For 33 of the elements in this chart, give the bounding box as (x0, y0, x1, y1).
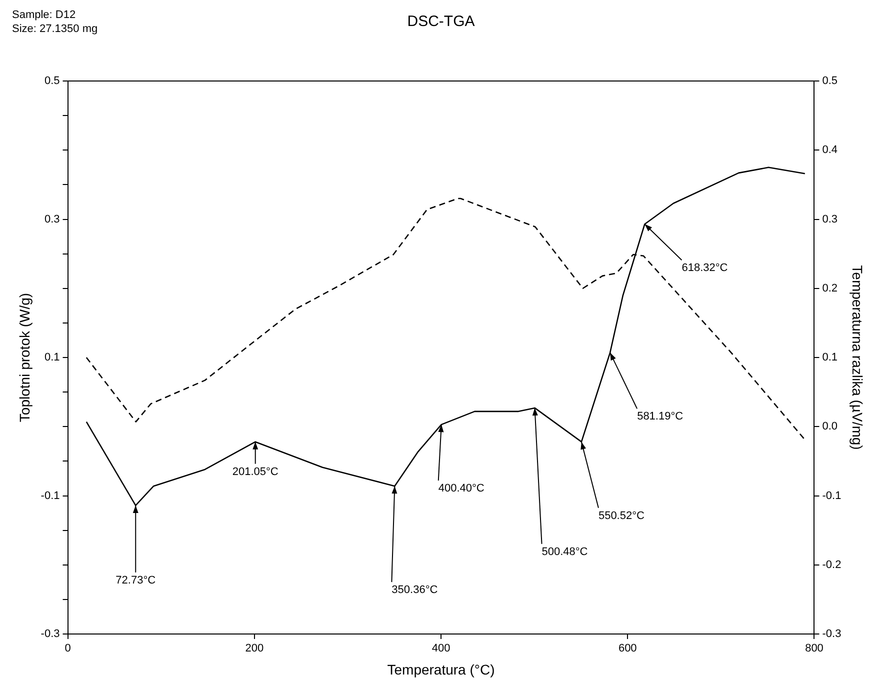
y2-tick-label: 0.1 (822, 352, 838, 364)
chart-title: DSC-TGA (407, 13, 475, 30)
x-tick-label: 600 (618, 642, 637, 655)
x-tick-label: 800 (805, 642, 824, 655)
y-tick-label: 0.1 (44, 352, 60, 364)
x-axis-title: Temperatura (°C) (387, 661, 495, 678)
y2-tick-label: -0.3 (822, 628, 842, 640)
text: Sample: D12 (12, 8, 77, 22)
y2-tick-label: 0.3 (822, 213, 838, 226)
annotation: 500.48°C (542, 546, 588, 558)
y2-axis-title: Temperaturna razlika (µV/mg) (850, 265, 866, 450)
y2-tick-label: 0.5 (822, 75, 838, 88)
annotation: 400.40°C (438, 482, 484, 495)
x-tick-label: 0 (64, 642, 71, 655)
y-tick-label: -0.1 (40, 490, 60, 502)
annotation: 581.19°C (637, 410, 684, 423)
y2-tick-label: 0.0 (822, 420, 838, 433)
y-tick-label: 0.5 (44, 75, 60, 88)
x-tick-label: 200 (245, 642, 264, 655)
y2-tick-label: 0.4 (822, 144, 838, 156)
y-tick-label: -0.3 (40, 628, 60, 640)
y-tick-label: 0.3 (44, 213, 60, 226)
y-axis-title: Toplotni protok (W/g) (16, 292, 32, 422)
text: Size: 27.1350 mg (12, 22, 98, 36)
y2-tick-label: -0.2 (822, 558, 842, 571)
annotation: 618.32°C (682, 262, 728, 274)
y2-tick-label: 0.2 (822, 282, 838, 294)
x-tick-label: 400 (432, 642, 450, 655)
annotation: 350.36°C (392, 584, 438, 596)
annotation: 201.05°C (232, 466, 278, 478)
annotation: 550.52°C (598, 510, 644, 522)
y2-tick-label: -0.1 (822, 490, 842, 502)
annotation: 72.73°C (116, 574, 156, 586)
